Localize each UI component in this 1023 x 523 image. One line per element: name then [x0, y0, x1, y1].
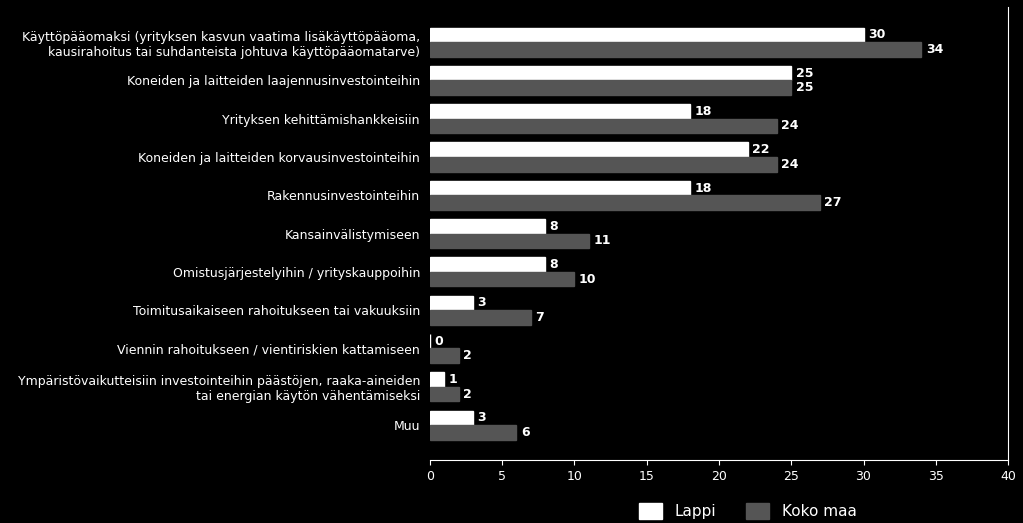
Text: 34: 34 — [926, 43, 943, 56]
Bar — [430, 181, 690, 195]
Bar — [430, 348, 458, 363]
Bar — [430, 310, 531, 325]
Bar — [430, 104, 690, 119]
Bar — [430, 372, 444, 387]
Text: 8: 8 — [549, 220, 559, 233]
Bar — [430, 219, 545, 234]
Bar — [430, 42, 922, 56]
Bar — [430, 28, 863, 42]
Bar — [430, 119, 776, 133]
Legend: Lappi, Koko maa: Lappi, Koko maa — [633, 497, 862, 523]
Text: 2: 2 — [463, 349, 472, 362]
Text: 18: 18 — [695, 181, 712, 195]
Text: 30: 30 — [868, 28, 885, 41]
Text: 11: 11 — [593, 234, 611, 247]
Text: 8: 8 — [549, 258, 559, 271]
Bar — [430, 81, 791, 95]
Bar — [430, 66, 791, 81]
Bar — [430, 387, 458, 401]
Text: 25: 25 — [796, 66, 813, 79]
Bar — [430, 411, 473, 425]
Text: 3: 3 — [478, 297, 486, 310]
Text: 24: 24 — [782, 158, 799, 171]
Text: 0: 0 — [434, 335, 443, 348]
Text: 7: 7 — [535, 311, 544, 324]
Bar — [430, 142, 748, 157]
Bar — [430, 157, 776, 172]
Text: 2: 2 — [463, 388, 472, 401]
Text: 18: 18 — [695, 105, 712, 118]
Text: 22: 22 — [752, 143, 769, 156]
Bar — [430, 295, 473, 310]
Bar — [430, 257, 545, 272]
Text: 6: 6 — [521, 426, 529, 439]
Text: 1: 1 — [448, 373, 457, 386]
Text: 25: 25 — [796, 81, 813, 94]
Text: 10: 10 — [579, 272, 596, 286]
Text: 24: 24 — [782, 119, 799, 132]
Bar — [430, 425, 517, 440]
Bar — [430, 234, 588, 248]
Bar — [430, 272, 574, 287]
Text: 27: 27 — [825, 196, 842, 209]
Text: 3: 3 — [478, 411, 486, 424]
Bar — [430, 195, 820, 210]
